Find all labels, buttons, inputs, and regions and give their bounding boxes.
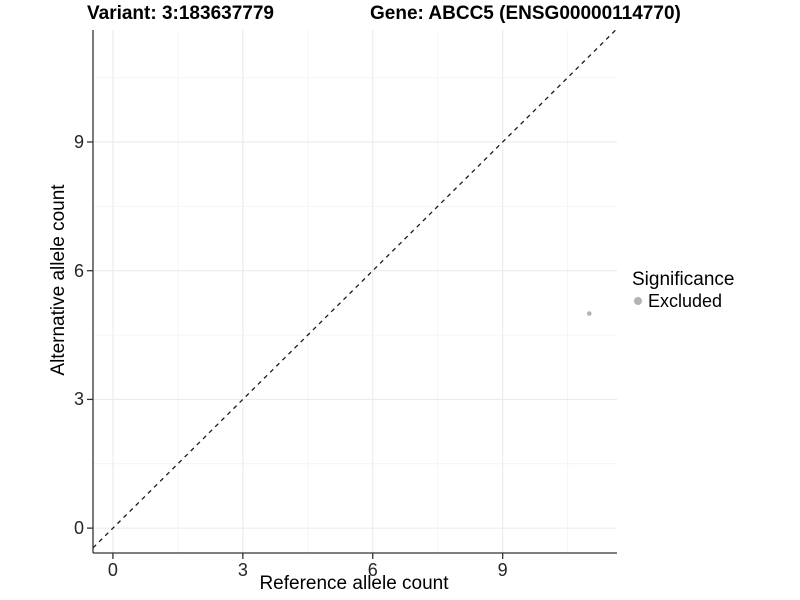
legend-point-icon <box>634 297 642 305</box>
legend: Significance Excluded <box>632 270 734 312</box>
legend-item-excluded: Excluded <box>632 290 734 312</box>
data-point <box>586 311 592 316</box>
variant-title: Variant: 3:183637779 <box>87 3 274 24</box>
x-tick-label: 0 <box>107 560 118 580</box>
identity-line <box>92 29 617 549</box>
x-tick-label: 6 <box>367 560 378 580</box>
x-axis-title: Reference allele count <box>259 573 449 594</box>
x-tick-label: 3 <box>237 560 248 580</box>
legend-title: Significance <box>632 269 735 290</box>
y-tick-label: 0 <box>73 518 84 539</box>
legend-item-label: Excluded <box>648 291 723 311</box>
y-tick-label: 3 <box>73 389 84 410</box>
y-tick-label: 6 <box>73 260 84 281</box>
y-axis-title: Alternative allele count <box>48 184 69 376</box>
y-tick-label: 9 <box>73 131 84 152</box>
x-tick-label: 9 <box>497 560 508 580</box>
gene-title: Gene: ABCC5 (ENSG00000114770) <box>370 3 681 24</box>
